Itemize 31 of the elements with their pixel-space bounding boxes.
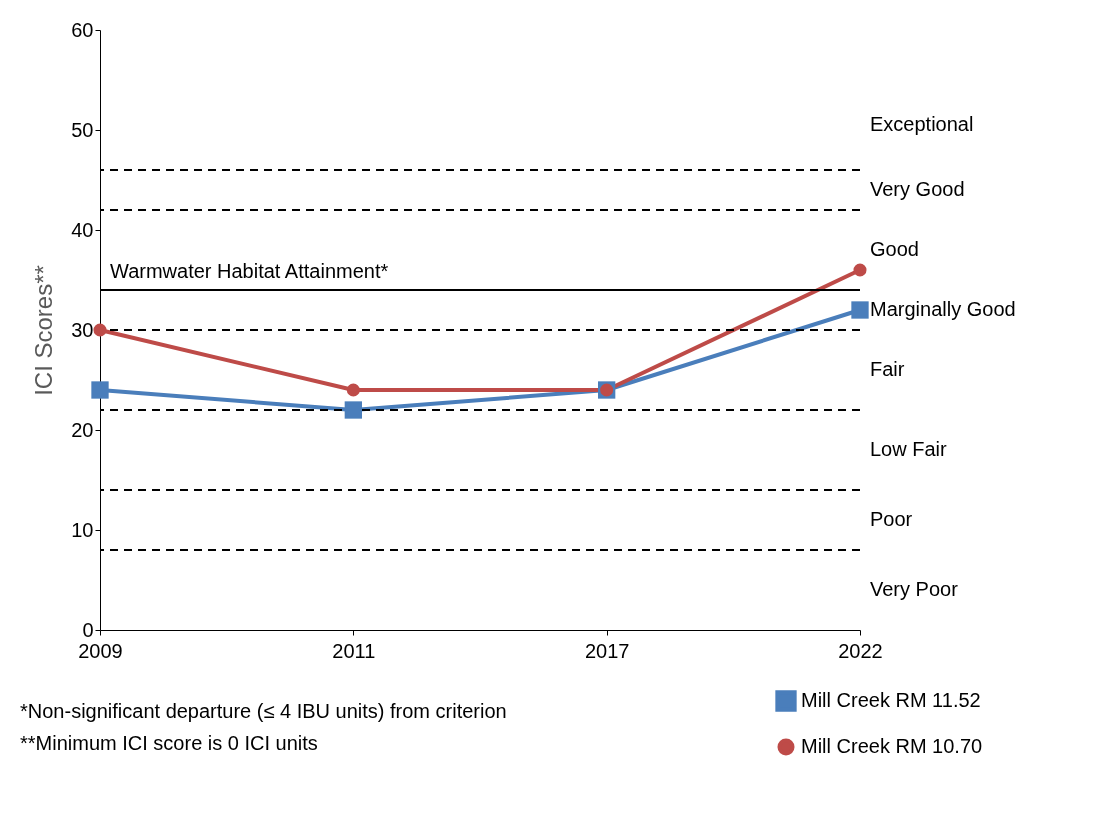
text: Low Fair (870, 438, 948, 460)
point (93, 323, 107, 337)
y-tick-label: 60 (71, 18, 94, 41)
legend-label: Mill Creek RM 10.70 (801, 735, 983, 757)
text: Fair (870, 358, 905, 380)
point (851, 301, 869, 319)
text: Good (870, 238, 919, 260)
y-tick-label: 50 (71, 118, 94, 141)
y-axis-title: ICI Scores** (30, 265, 58, 396)
x-tick-label: 2009 (78, 639, 123, 662)
x-tick-label: 2017 (584, 639, 630, 662)
point (346, 383, 360, 397)
text: **Minimum ICI score is 0 ICI units (20, 732, 318, 754)
text: Exceptional (870, 113, 974, 135)
point (853, 263, 867, 277)
x-tick-label: 2011 (332, 639, 376, 662)
y-tick-label: 20 (71, 418, 94, 441)
point (344, 401, 362, 419)
legend-label: Mill Creek RM 11.52 (801, 689, 981, 711)
y-tick-label: 10 (71, 518, 94, 541)
text: Marginally Good (870, 298, 1016, 320)
x-tick-label: 2022 (838, 639, 883, 662)
y-tick-label: 40 (71, 218, 94, 241)
text: Poor (870, 508, 913, 530)
text: Very Poor (870, 578, 959, 600)
y-tick-label: 0 (82, 618, 94, 641)
text: Very Good (870, 178, 965, 200)
y-tick-label: 30 (71, 318, 94, 341)
point (91, 381, 109, 399)
ref-line-label: Warmwater Habitat Attainment* (110, 260, 389, 282)
text: *Non-significant departure (≤ 4 IBU units) from criterion (20, 700, 507, 722)
